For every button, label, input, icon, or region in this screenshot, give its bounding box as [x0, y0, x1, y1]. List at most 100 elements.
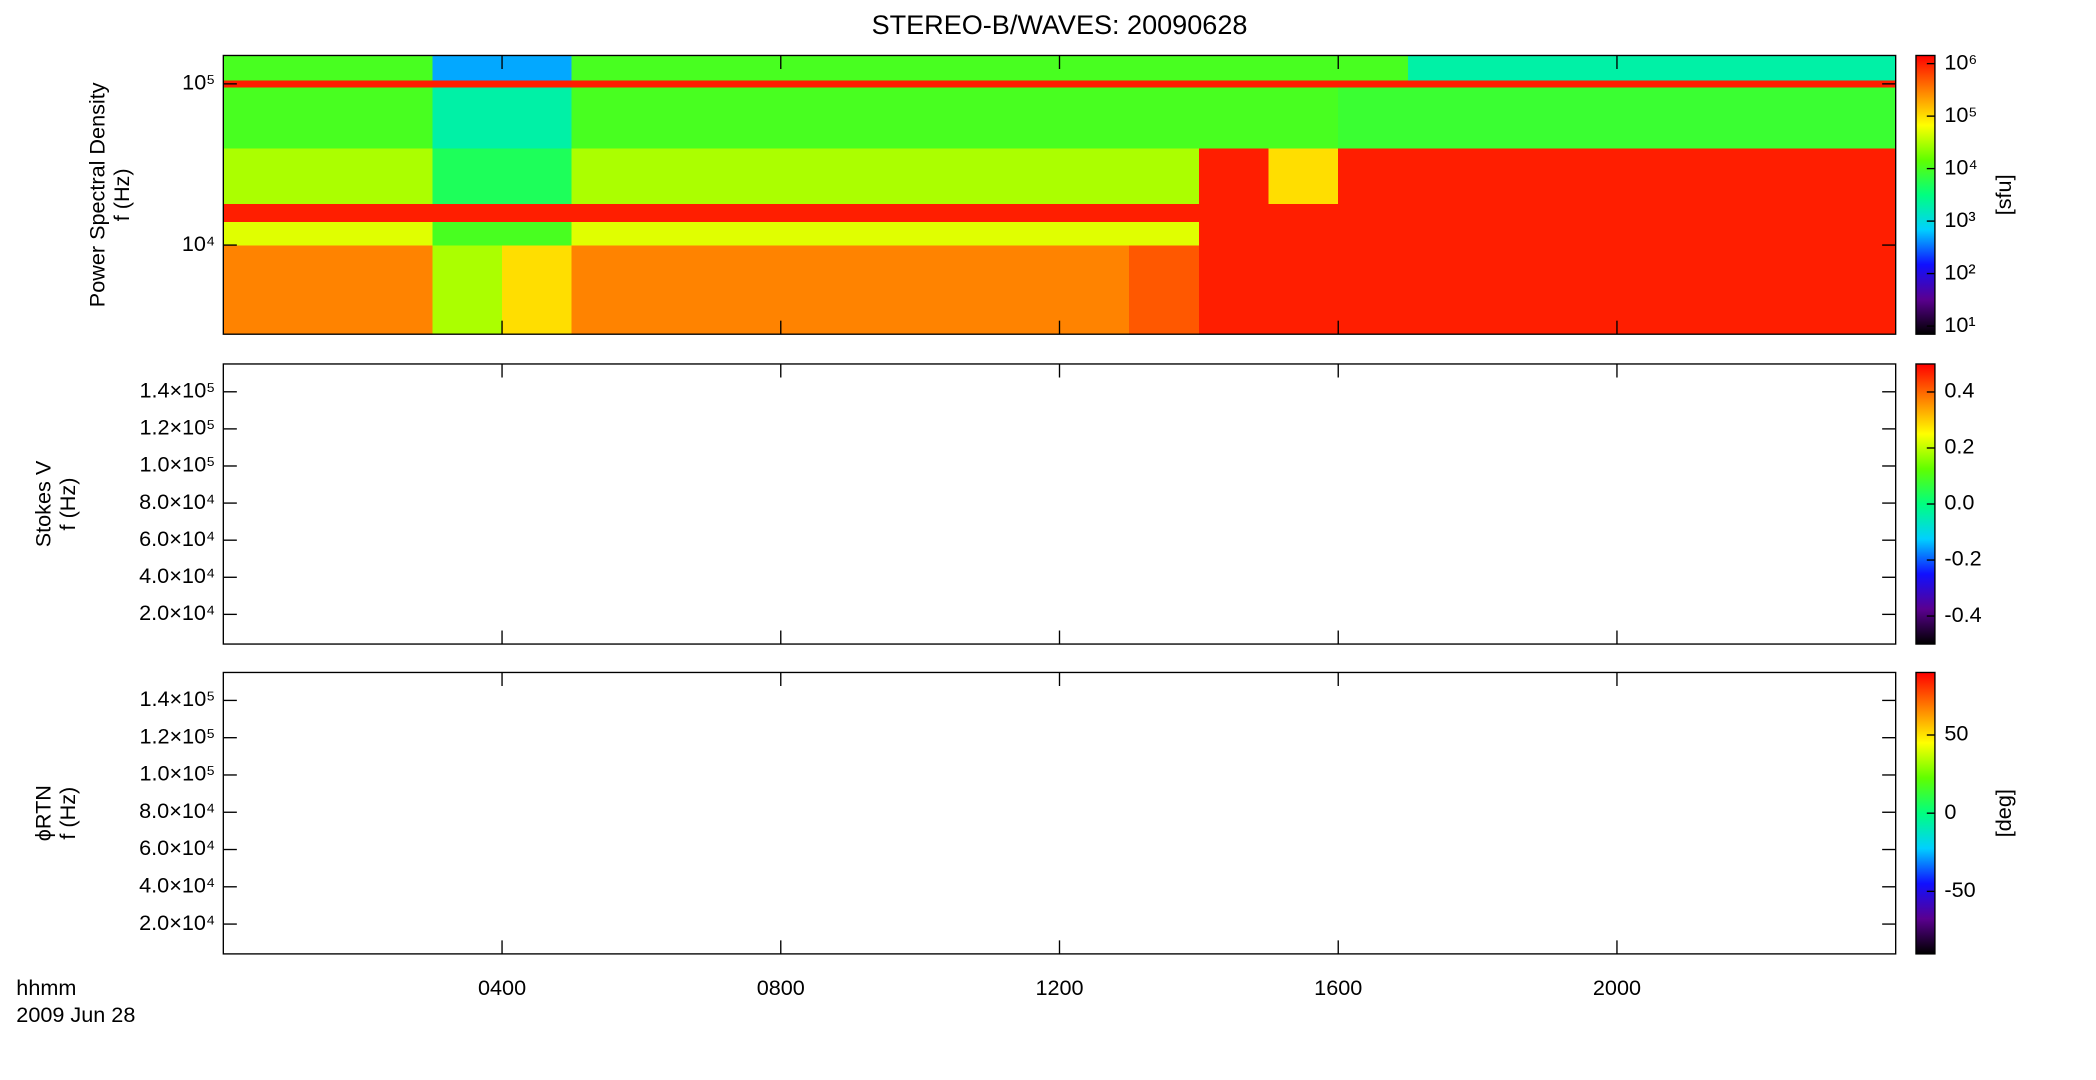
spectrogram-cell: [1477, 55, 1548, 81]
spectrogram-cell: [1059, 55, 1130, 81]
spectrogram-cell: [920, 80, 991, 88]
spectrogram-cell: [1198, 87, 1270, 149]
spectrogram-cell: [1059, 245, 1130, 335]
spectrogram-cell: [1547, 148, 1618, 205]
spectrogram-cell: [1198, 148, 1270, 205]
spectrogram-cell: [432, 221, 503, 246]
y-axis-label: Stokes V: [30, 460, 55, 547]
colorbar-tick-label: -50: [1944, 877, 1975, 902]
spectrogram-cell: [711, 221, 782, 246]
x-tick-label: 2000: [1593, 975, 1641, 1000]
spectrogram-cell: [1826, 148, 1897, 205]
spectrogram-cell: [989, 148, 1061, 205]
spectrogram-cell: [1477, 148, 1548, 205]
spectrogram-cell: [711, 245, 782, 335]
spectrogram-cell: [1686, 55, 1757, 81]
spectrogram-cell: [1616, 221, 1688, 246]
x-tick-label: 0400: [478, 975, 526, 1000]
spectrogram-cell: [502, 203, 573, 222]
y-tick-label: 10⁴: [182, 231, 215, 256]
colorbar-tick-label: 10¹: [1944, 312, 1975, 337]
colorbar-tick-label: 10²: [1944, 259, 1975, 284]
spectrogram-cell: [641, 80, 712, 88]
y-tick-label: 2.0×10⁴: [139, 600, 215, 625]
spectrogram-cell: [711, 148, 782, 205]
spectrogram-cell: [780, 221, 851, 246]
spectrogram-cell: [432, 55, 503, 81]
spectrogram-cell: [1616, 80, 1688, 88]
spectrogram-cell: [1826, 80, 1897, 88]
spectrogram-cell: [1059, 148, 1130, 205]
colorbar-tick-label: -0.2: [1944, 546, 1981, 571]
spectrogram-cell: [1686, 87, 1757, 149]
spectrogram-cell: [1198, 80, 1270, 88]
spectrogram-cell: [362, 221, 433, 246]
spectrogram-cell: [989, 203, 1061, 222]
spectrogram-cell: [362, 245, 433, 335]
spectrogram-cell: [571, 55, 642, 81]
spectrogram-cell: [223, 203, 294, 222]
spectrogram-cell: [1547, 245, 1618, 335]
spectrogram-cell: [1129, 80, 1200, 88]
spectrogram-cell: [1338, 148, 1409, 205]
spectrogram-cell: [1268, 87, 1339, 149]
spectrogram-cell: [1059, 80, 1130, 88]
spectrogram-cell: [432, 80, 503, 88]
spectrogram-cell: [780, 203, 851, 222]
spectrogram-cell: [502, 80, 573, 88]
y-tick-label: 1.4×10⁵: [139, 378, 215, 403]
spectrogram-cell: [502, 221, 573, 246]
spectrogram-cell: [850, 87, 921, 149]
spectrogram-cell: [1059, 87, 1130, 149]
spectrogram-cell: [293, 80, 364, 88]
spectrogram-cell: [432, 87, 503, 149]
plot-frame: [222, 671, 1897, 955]
spectrogram-cell: [223, 245, 294, 335]
spectrogram-cell: [571, 87, 642, 149]
spectrogram-cell: [641, 203, 712, 222]
y-tick-label: 2.0×10⁴: [139, 910, 215, 935]
spectrogram-cell: [920, 203, 991, 222]
spectrogram-cell: [223, 87, 294, 149]
spectrogram-cell: [1129, 55, 1200, 81]
spectrogram-cell: [989, 221, 1061, 246]
y-axis-label: ϕRTN: [30, 785, 55, 841]
spectrogram-cell: [989, 87, 1061, 149]
spectrogram-cell: [432, 245, 503, 335]
spectrogram-cell: [1338, 55, 1409, 81]
spectrogram-cell: [502, 55, 573, 81]
spectrogram-cell: [1686, 245, 1757, 335]
spectrogram-cell: [1407, 148, 1479, 205]
spectrogram-cell: [362, 148, 433, 205]
spectrogram-cell: [641, 221, 712, 246]
spectrogram-cell: [362, 80, 433, 88]
spectrogram-cell: [780, 148, 851, 205]
spectrogram-cell: [1338, 221, 1409, 246]
spectrogram-cell: [223, 221, 294, 246]
spectrogram-cell: [1198, 203, 1270, 222]
x-axis-date: 2009 Jun 28: [16, 1002, 135, 1027]
spectrogram-cell: [850, 203, 921, 222]
spectrogram-cell: [1547, 221, 1618, 246]
spectrogram-cell: [502, 87, 573, 149]
spectrogram-cell: [502, 148, 573, 205]
spectrogram-cell: [780, 245, 851, 335]
spectrogram-cell: [1338, 80, 1409, 88]
spectrogram-cell: [1686, 148, 1757, 205]
spectrogram-cell: [780, 55, 851, 81]
y-tick-label: 4.0×10⁴: [139, 873, 215, 898]
spectrogram-cell: [223, 80, 294, 88]
spectrogram-cell: [1686, 80, 1757, 88]
spectrogram-cell: [850, 148, 921, 205]
y-tick-label: 6.0×10⁴: [139, 835, 215, 860]
spectrogram-cell: [641, 87, 712, 149]
spectrogram-cell: [1129, 203, 1200, 222]
spectrogram-cell: [1477, 203, 1548, 222]
spectrogram-cell: [293, 221, 364, 246]
colorbar-tick-label: 10⁴: [1944, 154, 1977, 179]
spectrogram-cell: [293, 203, 364, 222]
spectrogram-cell: [1129, 245, 1200, 335]
spectrogram-cell: [1756, 221, 1827, 246]
spectrogram-cell: [920, 148, 991, 205]
spectrogram-cell: [1198, 55, 1270, 81]
